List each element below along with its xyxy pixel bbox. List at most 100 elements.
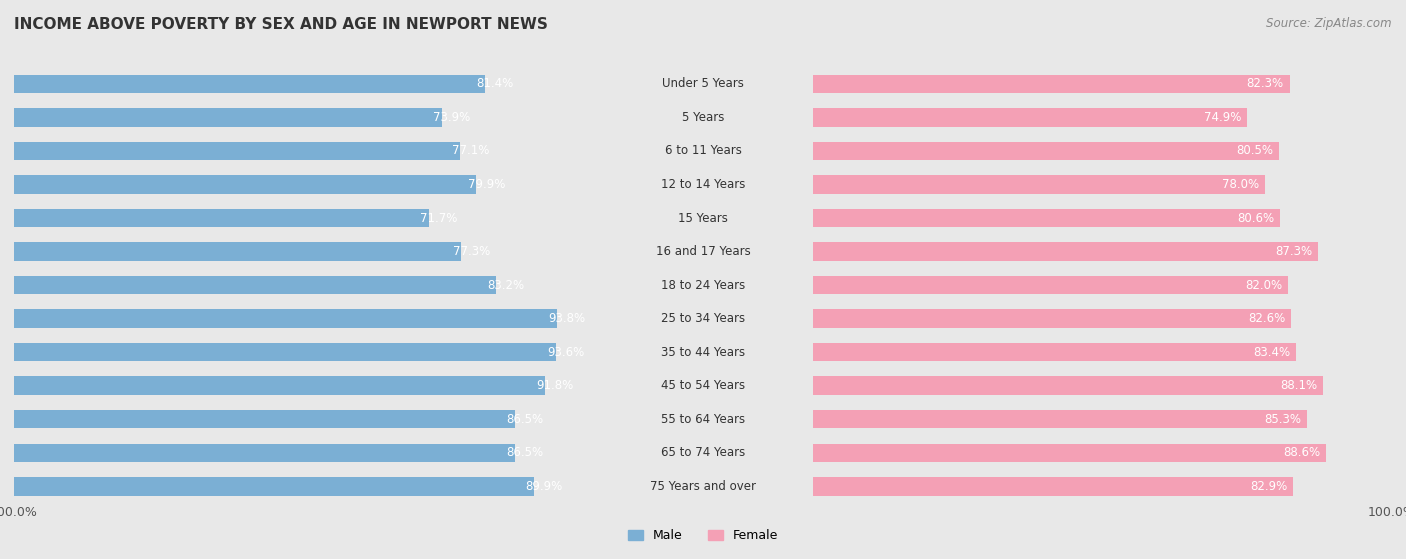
Bar [14,243,461,260]
Text: 15 Years: 15 Years [678,211,728,225]
Text: 86.5%: 86.5% [506,446,543,459]
Bar [813,410,1306,428]
Bar [593,402,1406,436]
Text: 16 and 17 Years: 16 and 17 Years [655,245,751,258]
Text: 82.0%: 82.0% [1244,278,1282,292]
Bar [14,444,515,462]
Bar [0,268,813,302]
Bar [593,436,1406,470]
Bar [0,168,593,201]
Bar [0,268,593,302]
Bar [0,436,593,470]
Text: 91.8%: 91.8% [537,379,574,392]
Bar [593,369,1406,402]
Text: 75 Years and over: 75 Years and over [650,480,756,493]
Text: 80.5%: 80.5% [1236,144,1274,158]
Bar [0,201,593,235]
Text: 35 to 44 Years: 35 to 44 Years [661,345,745,359]
Bar [0,235,813,268]
Bar [0,470,593,503]
Text: 82.6%: 82.6% [1249,312,1285,325]
Bar [14,74,485,93]
Text: 77.1%: 77.1% [451,144,489,158]
Bar [14,209,429,227]
Bar [813,243,1319,260]
Bar [813,175,1264,193]
Bar [0,235,593,268]
Bar [14,108,441,126]
Text: 83.2%: 83.2% [486,278,524,292]
Text: 78.0%: 78.0% [1222,178,1258,191]
Bar [0,402,813,436]
Text: 86.5%: 86.5% [506,413,543,426]
Text: INCOME ABOVE POVERTY BY SEX AND AGE IN NEWPORT NEWS: INCOME ABOVE POVERTY BY SEX AND AGE IN N… [14,17,548,32]
Text: 12 to 14 Years: 12 to 14 Years [661,178,745,191]
Bar [0,470,813,503]
Text: 45 to 54 Years: 45 to 54 Years [661,379,745,392]
Bar [813,209,1279,227]
Bar [813,74,1289,93]
Bar [14,142,460,160]
Text: 77.3%: 77.3% [453,245,489,258]
Text: 89.9%: 89.9% [526,480,562,493]
Bar [593,268,1406,302]
Bar [14,175,477,193]
Text: 88.6%: 88.6% [1284,446,1320,459]
Bar [813,377,1323,395]
Legend: Male, Female: Male, Female [623,524,783,547]
Bar [0,402,593,436]
Text: 79.9%: 79.9% [468,178,505,191]
Bar [0,369,593,402]
Bar [0,101,813,134]
Bar [0,101,593,134]
Bar [593,201,1406,235]
Text: 25 to 34 Years: 25 to 34 Years [661,312,745,325]
Bar [0,436,813,470]
Text: 55 to 64 Years: 55 to 64 Years [661,413,745,426]
Text: 93.6%: 93.6% [547,345,585,359]
Text: 5 Years: 5 Years [682,111,724,124]
Bar [0,134,813,168]
Text: 80.6%: 80.6% [1237,211,1274,225]
Bar [0,302,593,335]
Text: 81.4%: 81.4% [477,77,513,91]
Text: Source: ZipAtlas.com: Source: ZipAtlas.com [1267,17,1392,30]
Bar [813,142,1279,160]
Bar [813,276,1288,294]
Bar [0,134,593,168]
Bar [593,67,1406,101]
Text: 65 to 74 Years: 65 to 74 Years [661,446,745,459]
Bar [14,377,546,395]
Bar [593,101,1406,134]
Bar [593,134,1406,168]
Bar [813,477,1294,496]
Bar [14,276,495,294]
Text: 93.8%: 93.8% [548,312,585,325]
Bar [0,335,593,369]
Bar [593,335,1406,369]
Bar [813,444,1326,462]
Text: 82.9%: 82.9% [1250,480,1288,493]
Bar [14,343,555,361]
Text: Under 5 Years: Under 5 Years [662,77,744,91]
Text: 73.9%: 73.9% [433,111,470,124]
Bar [593,302,1406,335]
Bar [593,235,1406,268]
Bar [0,201,813,235]
Bar [813,310,1291,328]
Text: 82.3%: 82.3% [1247,77,1284,91]
Text: 71.7%: 71.7% [420,211,458,225]
Text: 83.4%: 83.4% [1253,345,1291,359]
Bar [813,343,1296,361]
Text: 18 to 24 Years: 18 to 24 Years [661,278,745,292]
Text: 74.9%: 74.9% [1204,111,1241,124]
Bar [593,168,1406,201]
Bar [0,335,813,369]
Text: 6 to 11 Years: 6 to 11 Years [665,144,741,158]
Bar [14,410,515,428]
Text: 88.1%: 88.1% [1279,379,1317,392]
Bar [813,108,1247,126]
Bar [0,168,813,201]
Text: 85.3%: 85.3% [1264,413,1301,426]
Bar [0,302,813,335]
